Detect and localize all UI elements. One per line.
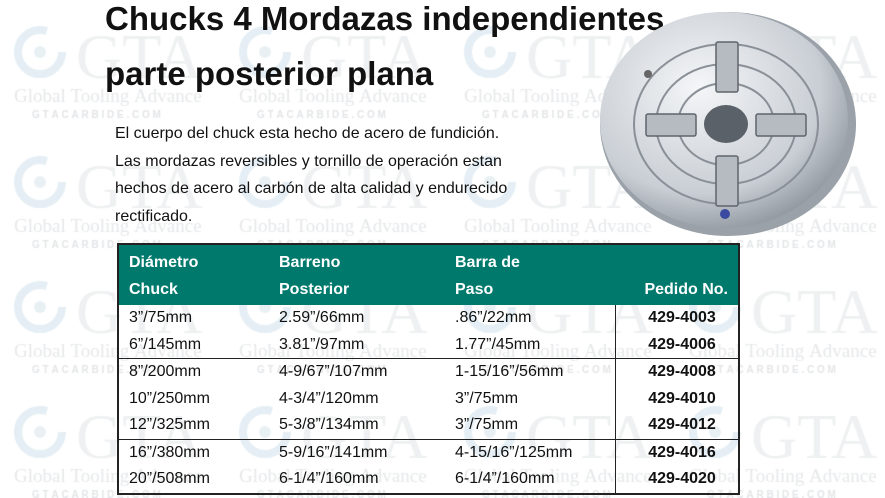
cell-barreno: 4-3/4”/120mm [279,389,379,407]
table-row: 20”/508mm 6-1/4”/160mm 6-1/4”/160mm 429-402… [118,466,739,494]
cell-barreno: 3.81”/97mm [279,335,365,353]
column-header-diametro: Chuck [118,276,269,305]
table-row: 16”/380mm 5-9/16”/141mm 4-15/16”/125mm 429-… [118,438,739,466]
table-row: 12”/325mm 5-3/8”/134mm 3”/75mm 429-4012 [118,412,739,439]
cell-pedido: 429-4010 [615,385,739,412]
cell-diametro: 12”/325mm [129,416,210,434]
table-row: 3”/75mm 2.59”/66mm .86”/22mm 429-4003 [118,305,739,332]
cell-pedido: 429-4016 [615,438,739,466]
table-header-row: Diámetro Barreno Barra de [118,244,739,276]
description-line: hechos de acero al carbón de alta calida… [115,180,508,198]
column-header-barreno: Barreno [269,244,445,276]
cell-barra: 1-15/16”/56mm [445,358,616,386]
cell-barreno: 5-3/8”/134mm [279,416,379,434]
cell-barra: 4-15/16”/125mm [445,438,616,466]
cell-diametro: 20”/508mm [129,470,210,488]
description-line: El cuerpo del chuck esta hecho de acero … [115,125,500,142]
table-row: 6”/145mm 3.81”/97mm 1.77”/45mm 429-4006 [118,331,739,359]
cell-pedido: 429-4008 [615,358,739,386]
cell-barra: 1.77”/45mm [455,335,541,353]
cell-pedido: 429-4006 [615,331,739,359]
cell-barra: .86”/22mm [455,309,532,327]
table-row: 10”/250mm 4-3/4”/120mm 3”/75mm 429-4010 [118,385,739,412]
cell-barra: 3”/75mm [455,416,519,434]
cell-diametro: 10”/250mm [129,389,210,407]
description-line: rectificado. [115,208,193,226]
page-title-line1: Chucks 4 Mordazas independientes [105,0,665,37]
page-title-line2: parte posterior plana [105,55,434,92]
description-line: Las mordazas reversibles y tornillo de o… [115,152,502,170]
cell-barreno: 2.59”/66mm [279,309,365,327]
column-header-barra: Barra de [445,244,616,276]
cell-diametro: 16”/380mm [118,438,269,466]
cell-barra: 6-1/4”/160mm [455,470,555,488]
column-header-barreno: Posterior [269,276,445,305]
column-header-pedido: Pedido No. [615,276,739,305]
cell-barreno: 4-9/67”/107mm [269,358,445,386]
cell-pedido: 429-4020 [615,466,739,494]
cell-barreno: 5-9/16”/141mm [269,438,445,466]
cell-diametro: 3”/75mm [129,309,193,327]
cell-barreno: 6-1/4”/160mm [279,470,379,488]
cell-diametro: 6”/145mm [129,335,202,353]
cell-barra: 3”/75mm [455,389,519,407]
column-header-diametro: Diámetro [118,244,269,276]
column-header-pedido [615,244,739,276]
cell-pedido: 429-4003 [615,305,739,332]
column-header-barra: Paso [445,276,616,305]
table-row: 8”/200mm 4-9/67”/107mm 1-15/16”/56mm 429-40… [118,358,739,386]
table-header-row: Chuck Posterior Paso Pedido No. [118,276,739,305]
specifications-table: Diámetro Barreno Barra de Chuck Posterio… [117,243,740,495]
cell-pedido: 429-4012 [615,412,739,439]
cell-diametro: 8”/200mm [118,358,269,386]
product-description: El cuerpo del chuck esta hecho de acero … [115,120,507,231]
chuck-product-image [600,12,856,236]
